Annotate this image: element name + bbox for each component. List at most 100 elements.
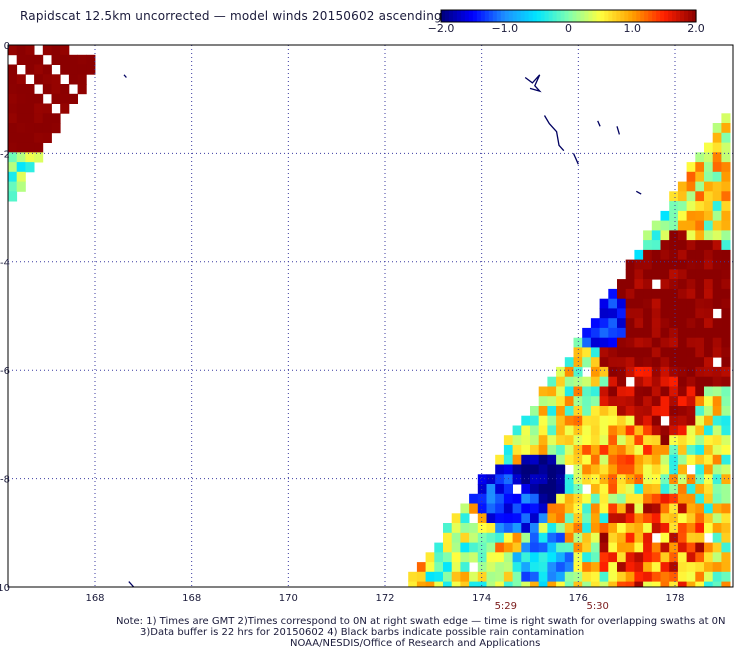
wind-cell [564, 366, 574, 378]
wind-cell [556, 503, 566, 514]
wind-cell [686, 230, 696, 241]
wind-cell [547, 454, 557, 465]
wind-cell [704, 201, 714, 212]
wind-cell [695, 366, 705, 378]
wind-cell [8, 123, 18, 134]
wind-cell [521, 474, 531, 485]
wind-cell [599, 532, 609, 543]
wind-cell [695, 171, 705, 182]
wind-cell [556, 425, 566, 436]
wind-cell [530, 581, 540, 587]
wind-cell [712, 210, 722, 222]
wind-cell [686, 474, 696, 485]
wind-cell [573, 435, 583, 446]
wind-cell [443, 542, 453, 553]
wind-cell [556, 415, 566, 426]
wind-cell [556, 366, 566, 378]
wind-cell [617, 288, 627, 300]
wind-cell [547, 376, 557, 387]
wind-cell [512, 454, 522, 465]
wind-cell [634, 288, 644, 300]
wind-cell [660, 279, 670, 290]
wind-cell [495, 581, 505, 587]
wind-cell [704, 327, 714, 339]
colorbar-segment [640, 10, 645, 22]
wind-cell [704, 318, 714, 329]
wind-cell [8, 171, 18, 182]
wind-cell [60, 84, 70, 95]
wind-cell [677, 523, 687, 534]
wind-cell [704, 581, 714, 587]
wind-cell [617, 406, 627, 417]
colorbar-segment [672, 10, 677, 22]
wind-cell [8, 162, 18, 173]
wind-cell [712, 445, 722, 456]
wind-cell [721, 562, 731, 573]
wind-cell [8, 191, 18, 202]
wind-cell [634, 308, 644, 319]
wind-cell [60, 64, 70, 75]
wind-cell [25, 54, 35, 65]
wind-cell [721, 552, 731, 563]
wind-cell [34, 152, 44, 163]
wind-cell [712, 327, 722, 339]
wind-cell [721, 493, 731, 504]
wind-cell [677, 181, 687, 192]
wind-cell [712, 259, 722, 270]
wind-cell [695, 562, 705, 573]
wind-cell [712, 132, 722, 143]
wind-cell [721, 249, 731, 261]
wind-cell [564, 562, 574, 573]
wind-cell [721, 201, 731, 212]
wind-cell [634, 406, 644, 417]
wind-cell [651, 415, 661, 426]
wind-cell [434, 581, 444, 587]
colorbar-segment [632, 10, 637, 22]
wind-cell [669, 357, 679, 368]
wind-cell [643, 357, 653, 368]
wind-cell [669, 425, 679, 436]
wind-cell [721, 269, 731, 280]
wind-cell [651, 552, 661, 563]
wind-cell [8, 152, 18, 163]
wind-cell [704, 191, 714, 202]
wind-cell [721, 220, 731, 231]
wind-cell [677, 445, 687, 456]
wind-cell [695, 327, 705, 339]
wind-cell [16, 171, 26, 182]
wind-cell [460, 562, 470, 573]
wind-cell [477, 552, 487, 563]
wind-cell [477, 503, 487, 514]
wind-cell [86, 54, 96, 65]
wind-cell [669, 581, 679, 587]
wind-cell [651, 523, 661, 534]
wind-cell [512, 532, 522, 543]
wind-cell [695, 484, 705, 495]
wind-cell [686, 406, 696, 417]
colorbar-segment [464, 10, 470, 22]
wind-cell [643, 415, 653, 426]
wind-cell [521, 493, 531, 504]
wind-cell [477, 542, 487, 553]
wind-cell [625, 474, 635, 485]
wind-cell [617, 493, 627, 504]
wind-cell [677, 406, 687, 417]
wind-cell [712, 552, 722, 563]
wind-cell [704, 240, 714, 251]
wind-cell [16, 162, 26, 173]
wind-cell [721, 259, 731, 270]
wind-cell [677, 562, 687, 573]
wind-cell [669, 542, 679, 553]
wind-cell [660, 240, 670, 251]
wind-cell [643, 230, 653, 241]
wind-cell [8, 103, 18, 114]
wind-cell [477, 581, 487, 587]
wind-cell [573, 415, 583, 426]
wind-cell [599, 386, 609, 397]
wind-cell [721, 162, 731, 173]
wind-cell [625, 386, 635, 397]
wind-cell [416, 571, 426, 582]
wind-cell [677, 230, 687, 241]
wind-cell [503, 552, 513, 563]
wind-cell [721, 425, 731, 436]
